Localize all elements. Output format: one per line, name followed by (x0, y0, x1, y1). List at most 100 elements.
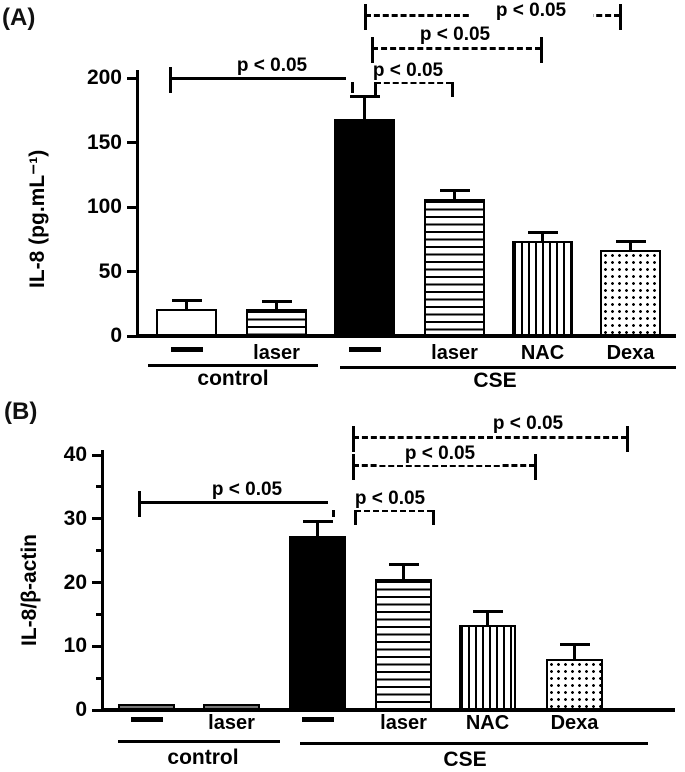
panel-b-y-tick-label: 0 (75, 698, 87, 721)
panel-a-y-tick-label: 100 (86, 195, 122, 218)
panel-a-bar-csenac-error-cap (527, 231, 558, 235)
panel-b-group-label-cse: CSE (443, 748, 487, 771)
panel-a-bar-csedexa-error-cap (615, 240, 646, 244)
panel-b-sig-1-label: p < 0.05 (185, 479, 309, 501)
panel-a-bar-controluntreated-error-cap (171, 299, 202, 303)
panel-a-sig-3-line (372, 46, 541, 50)
panel-b-sig-3-line (353, 463, 535, 467)
panel-b-bar-cselaser (375, 578, 432, 710)
panel-b-bar-cselaser-error-bar (402, 564, 405, 579)
panel-a-y-tick-label: 0 (110, 324, 122, 347)
panel-a-bar-controluntreated (156, 308, 217, 336)
panel-a-y-tick-label: 150 (86, 130, 122, 154)
panel-b-sig-3-end-tick-1 (351, 454, 355, 480)
panel-a-bar-cselaser-error-cap (439, 188, 470, 192)
panel-a-bar-csedexa (600, 249, 661, 336)
panel-a-y-tick (127, 141, 136, 144)
panel-a-sig-3-label: p < 0.05 (393, 24, 517, 46)
panel-b-condition-label-nac: NAC (465, 712, 510, 734)
panel-a-bar-csenac-error-bar (541, 232, 544, 241)
panel-a-sig-1-end-tick-1 (168, 67, 172, 93)
panel-b-label: (B) (4, 398, 38, 425)
panel-b-condition-dash (301, 717, 334, 722)
panel-a-sig-2-end-tick-1 (373, 71, 377, 97)
panel-b-y-tick (92, 644, 101, 648)
panel-a-group-line-control (148, 364, 318, 367)
panel-a-sig-2-end-tick-2 (450, 71, 454, 97)
panel-b-sig-2-label: p < 0.05 (328, 488, 452, 510)
panel-a-sig-3-end-tick-2 (539, 37, 543, 63)
panel-a-condition-label-nac: NAC (520, 342, 565, 364)
panel-b-y-minor-tick (96, 612, 101, 616)
panel-a-y-tick (127, 334, 136, 338)
panel-a-bar-controllaser-error-cap (261, 299, 292, 303)
panel-b-y-tick (92, 708, 101, 712)
panel-b-y-axis-label: IL-8/β-actin (18, 534, 41, 646)
panel-b-sig-3-end-tick-2 (533, 454, 537, 480)
panel-b-bar-cseuntreated-error-bar (316, 521, 319, 536)
panel-a-sig-4-end-tick-1 (363, 4, 367, 30)
panel-b-bar-csedexa (546, 659, 603, 710)
panel-a-sig-2-label: p < 0.05 (346, 60, 470, 82)
panel-a-bar-controllaser-error-bar (275, 301, 278, 309)
panel-b-group-line-control (118, 740, 280, 743)
panel-a-condition-label-laser: laser (253, 342, 300, 364)
panel-a-y-tick (127, 270, 136, 273)
panel-a-y-axis-label: IL-8 (pg.mL⁻¹) (26, 149, 49, 288)
panel-a-y-axis (136, 70, 139, 338)
panel-a-bar-cselaser-error-bar (453, 190, 456, 200)
panel-a-bar-cseuntreated (334, 119, 395, 336)
panel-a-bar-csedexa-error-bar (629, 241, 632, 250)
panel-a-condition-label-laser: laser (431, 342, 478, 364)
panel-a-condition-label-dexa: Dexa (606, 342, 655, 364)
panel-b-bar-csenac (459, 624, 516, 710)
panel-b-condition-label-laser: laser (208, 712, 255, 734)
panel-b-sig-3-label: p < 0.05 (378, 443, 502, 465)
panel-b-y-axis (101, 450, 104, 712)
panel-a-bar-cseuntreated-error-cap (349, 94, 380, 98)
panel-a-y-tick (127, 76, 136, 80)
panel-a-bar-cseuntreated-error-bar (363, 96, 366, 120)
panel-b-condition-label-dexa: Dexa (550, 712, 599, 734)
panel-b-bar-csenac-error-cap (472, 609, 503, 613)
panel-b-bar-csedexa-error-cap (559, 643, 590, 647)
panel-b-y-minor-tick (96, 549, 101, 553)
panel-b-bar-cselaser-error-cap (388, 563, 419, 567)
panel-b-y-minor-tick (96, 485, 101, 489)
panel-b-sig-4-end-tick-2 (625, 426, 629, 452)
panel-a-sig-4-end-tick-2 (618, 4, 622, 30)
panel-a-condition-dash (170, 347, 203, 352)
panel-b-x-axis (101, 708, 675, 712)
panel-b-y-tick-label: 10 (63, 634, 87, 658)
panel-b-sig-4-line (353, 435, 627, 439)
panel-b-y-tick (92, 453, 101, 457)
panel-b-y-minor-tick (96, 676, 101, 680)
panel-b-sig-4-end-tick-1 (351, 426, 355, 452)
panel-b-bar-csedexa-error-bar (573, 644, 576, 659)
panel-a-group-line-cse (340, 366, 676, 369)
panel-a-group-label-cse: CSE (473, 369, 517, 392)
panel-a-sig-2-line (375, 80, 452, 84)
panel-a-bar-cselaser (424, 199, 485, 336)
panel-b-y-tick-label: 20 (63, 570, 87, 594)
panel-b-group-label-control: control (167, 746, 239, 769)
panel-a-bar-controllaser (246, 308, 307, 336)
panel-a-sig-1-label: p < 0.05 (210, 55, 334, 77)
panel-a-y-tick-label: 200 (86, 66, 122, 89)
panel-a-x-axis (136, 334, 676, 338)
panel-b-condition-label-laser: laser (380, 712, 427, 734)
panel-b-y-tick-label: 30 (63, 506, 87, 530)
panel-a-group-label-control: control (197, 367, 269, 390)
panel-b-sig-2-line (355, 508, 433, 512)
panel-b-bar-cseuntreated (289, 535, 346, 710)
panel-b-bar-cseuntreated-error-cap (302, 520, 333, 524)
panel-b-sig-4-label: p < 0.05 (466, 413, 590, 435)
panel-b-y-tick-label: 40 (63, 443, 87, 466)
panel-b-sig-2-end-tick-2 (431, 499, 435, 525)
panel-a-sig-3-end-tick-1 (370, 37, 374, 63)
panel-b-bar-csenac-error-bar (486, 611, 489, 625)
panel-a-label: (A) (2, 4, 36, 31)
panel-a-bar-csenac (512, 240, 573, 336)
panel-a-sig-4-label: p < 0.05 (469, 0, 593, 22)
